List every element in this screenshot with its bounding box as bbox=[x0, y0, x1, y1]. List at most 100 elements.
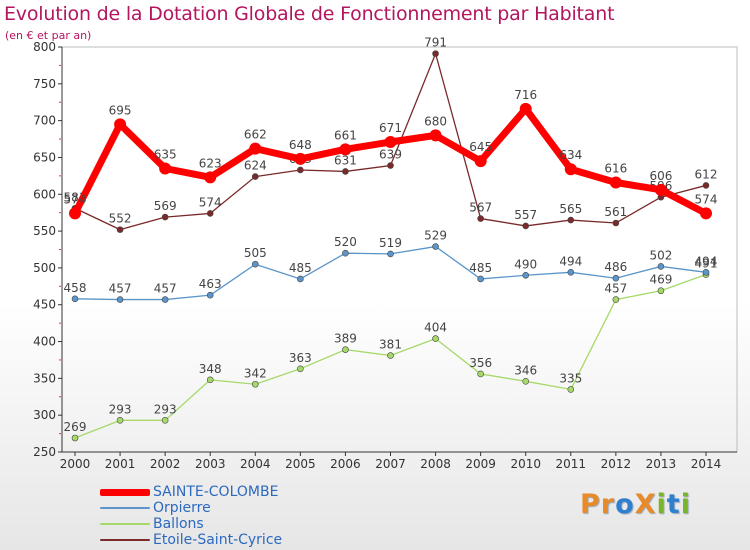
data-label: 293 bbox=[154, 402, 177, 416]
proxiti-logo: ProXiti bbox=[580, 489, 691, 520]
x-tick-label: 2011 bbox=[556, 457, 587, 471]
data-point bbox=[387, 250, 394, 258]
data-label: 574 bbox=[64, 192, 87, 206]
x-tick-label: 2013 bbox=[646, 457, 677, 471]
data-point bbox=[612, 296, 620, 303]
legend-item-etoile-saint-cyrice: Etoile-Saint-Cyrice bbox=[100, 532, 282, 548]
data-point bbox=[384, 135, 397, 148]
data-point bbox=[251, 173, 259, 180]
y-tick-label: 600 bbox=[33, 187, 56, 201]
data-label: 491 bbox=[695, 257, 718, 271]
data-point bbox=[342, 249, 349, 257]
data-label: 606 bbox=[649, 169, 672, 183]
data-point bbox=[612, 274, 620, 282]
y-tick-label: 700 bbox=[33, 114, 56, 128]
legend-swatch-etoile-saint-cyrice bbox=[100, 539, 150, 541]
data-point bbox=[522, 378, 530, 385]
chart-title: Evolution de la Dotation Globale de Fonc… bbox=[4, 3, 615, 25]
x-tick-label: 2004 bbox=[240, 457, 271, 471]
chart-legend: SAINTE-COLOMBE Orpierre Ballons Etoile-S… bbox=[100, 484, 282, 548]
data-label: 695 bbox=[109, 103, 132, 117]
data-point bbox=[474, 155, 487, 168]
data-point bbox=[251, 380, 259, 388]
data-point bbox=[297, 365, 304, 373]
data-point bbox=[477, 275, 484, 283]
data-point bbox=[387, 352, 394, 359]
data-point bbox=[251, 260, 259, 268]
data-point bbox=[702, 182, 710, 189]
data-label: 485 bbox=[289, 261, 312, 275]
data-label: 612 bbox=[695, 167, 718, 181]
data-point bbox=[206, 210, 214, 217]
data-point bbox=[342, 346, 349, 353]
data-label: 716 bbox=[514, 88, 537, 102]
data-point bbox=[114, 118, 127, 131]
data-label: 671 bbox=[379, 121, 402, 135]
data-label: 404 bbox=[424, 321, 447, 335]
data-point bbox=[161, 417, 169, 424]
legend-item-orpierre: Orpierre bbox=[100, 500, 282, 516]
data-label: 635 bbox=[154, 148, 177, 162]
data-label: 662 bbox=[244, 128, 267, 142]
data-label: 567 bbox=[469, 201, 492, 215]
data-label: 680 bbox=[424, 114, 447, 128]
logo-letter: o bbox=[615, 489, 635, 520]
data-point bbox=[519, 102, 532, 115]
x-tick-label: 2001 bbox=[105, 457, 136, 471]
data-label: 457 bbox=[604, 282, 627, 296]
legend-swatch-orpierre bbox=[100, 507, 150, 509]
data-label: 639 bbox=[379, 148, 402, 162]
data-point bbox=[609, 176, 622, 189]
legend-label-sainte-colombe: SAINTE-COLOMBE bbox=[153, 484, 279, 500]
data-label: 661 bbox=[334, 128, 357, 142]
data-point bbox=[71, 434, 79, 442]
y-tick-label: 500 bbox=[33, 261, 56, 275]
data-label: 519 bbox=[379, 236, 402, 250]
data-label: 574 bbox=[199, 195, 222, 209]
data-label: 561 bbox=[604, 205, 627, 219]
data-label: 529 bbox=[424, 229, 447, 243]
data-point bbox=[702, 269, 710, 276]
data-label: 457 bbox=[154, 282, 177, 296]
data-point bbox=[204, 171, 217, 184]
data-label: 624 bbox=[244, 159, 267, 173]
legend-swatch-sainte-colombe bbox=[100, 488, 150, 496]
data-label: 485 bbox=[469, 261, 492, 275]
legend-item-sainte-colombe: SAINTE-COLOMBE bbox=[100, 484, 282, 500]
x-tick-label: 2007 bbox=[375, 457, 406, 471]
logo-letter: P bbox=[580, 489, 601, 520]
data-point bbox=[522, 222, 530, 230]
data-label: 335 bbox=[559, 371, 582, 385]
data-point bbox=[567, 269, 575, 276]
data-label: 557 bbox=[514, 208, 537, 222]
data-point bbox=[297, 166, 304, 174]
data-point bbox=[387, 162, 394, 169]
data-label: 520 bbox=[334, 235, 357, 249]
logo-letter: X bbox=[634, 489, 657, 520]
data-label: 486 bbox=[604, 260, 627, 274]
y-tick-label: 250 bbox=[33, 445, 56, 459]
data-point bbox=[249, 142, 262, 155]
legend-swatch-ballons bbox=[100, 523, 150, 525]
y-tick-label: 400 bbox=[33, 335, 56, 349]
data-label: 346 bbox=[514, 363, 537, 377]
logo-letter: i bbox=[656, 489, 667, 520]
x-tick-label: 2000 bbox=[60, 457, 91, 471]
x-tick-label: 2012 bbox=[601, 457, 632, 471]
data-label: 269 bbox=[64, 420, 87, 434]
data-label: 494 bbox=[695, 254, 718, 268]
data-point bbox=[161, 296, 169, 303]
data-point bbox=[657, 287, 665, 295]
data-label: 463 bbox=[199, 277, 222, 291]
data-label: 565 bbox=[559, 202, 582, 216]
y-tick-label: 750 bbox=[33, 77, 56, 91]
data-label: 623 bbox=[199, 156, 222, 170]
data-point bbox=[654, 183, 667, 196]
data-label: 363 bbox=[289, 351, 312, 365]
y-tick-label: 350 bbox=[33, 371, 56, 385]
data-point bbox=[206, 376, 214, 384]
x-tick-label: 2010 bbox=[510, 457, 541, 471]
y-tick-label: 450 bbox=[33, 298, 56, 312]
data-point bbox=[429, 129, 442, 142]
